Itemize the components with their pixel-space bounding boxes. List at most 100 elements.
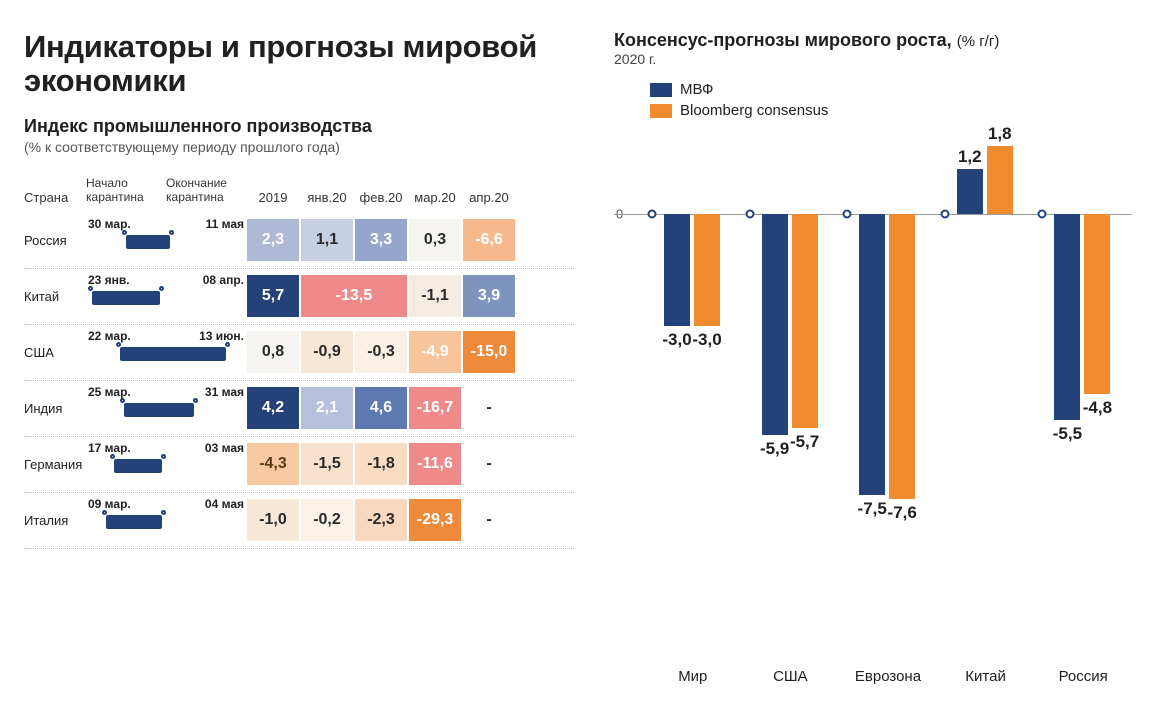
table-row: Италия09 мар.04 мая-1,0-0,2-2,3-29,3-: [24, 493, 574, 549]
value-label: -5,7: [790, 432, 819, 452]
q-start: 22 мар.: [86, 329, 133, 343]
country-label: Индия: [24, 401, 86, 416]
axis-dot-icon: [745, 209, 754, 218]
heat-cell: -1,5: [300, 442, 354, 486]
bar-bloomberg: [1084, 214, 1110, 394]
heat-cell: 1,1: [300, 218, 354, 262]
value-label: -7,5: [858, 499, 887, 519]
legend-swatch: [650, 83, 672, 97]
country-label: Германия: [24, 457, 86, 472]
bar-imf: [957, 169, 983, 214]
quarantine-bar: [114, 459, 162, 473]
country-label: Китай: [24, 289, 86, 304]
cells: -4,3-1,5-1,8-11,6-: [246, 442, 516, 486]
left-note: (% к соответствующему периоду прошлого г…: [24, 139, 574, 155]
pin-icon: [161, 510, 166, 515]
heat-cell: 4,6: [354, 386, 408, 430]
cells: 0,8-0,9-0,3-4,9-15,0: [246, 330, 516, 374]
legend-item: МВФ: [650, 81, 1132, 98]
heat-cell: -11,6: [408, 442, 462, 486]
value-label: -5,5: [1053, 424, 1082, 444]
heat-cell: 0,3: [408, 218, 462, 262]
quarantine-range: 17 мар.03 мая: [86, 456, 246, 473]
q-end: 11 мая: [204, 217, 246, 231]
heat-cell: -2,3: [354, 498, 408, 542]
heat-cell: -: [462, 498, 516, 542]
heat-cell: -0,2: [300, 498, 354, 542]
table-row: США22 мар. 13 июн.0,8-0,9-0,3-4,9-15,0: [24, 325, 574, 381]
legend: МВФ Bloomberg consensus: [650, 81, 1132, 119]
heat-cell: -1,0: [246, 498, 300, 542]
chart-group: -5,9-5,7США: [742, 131, 840, 683]
heat-cell: -: [462, 386, 516, 430]
legend-item: Bloomberg consensus: [650, 102, 1132, 119]
cells: 5,7-13,5-1,13,9: [246, 274, 516, 318]
quarantine-bar: [126, 235, 170, 249]
country-label: Россия: [24, 233, 86, 248]
q-start: 09 мар.: [86, 497, 133, 511]
category-label: Россия: [1034, 668, 1132, 685]
cells: 2,31,13,30,3-6,6: [246, 218, 516, 262]
bar-imf: [1054, 214, 1080, 421]
quarantine-range: 23 янв.08 апр.: [86, 288, 246, 305]
q-end: 03 мая: [203, 441, 246, 455]
axis-dot-icon: [1038, 209, 1047, 218]
table-row: Китай23 янв.08 апр.5,7-13,5-1,13,9: [24, 269, 574, 325]
pin-icon: [102, 510, 107, 515]
value-label: -7,6: [888, 503, 917, 523]
bar-chart: 0 -3,0-3,0Мир-5,9-5,7США-7,5-7,6Еврозона…: [614, 131, 1132, 683]
legend-label: Bloomberg consensus: [680, 102, 828, 119]
axis-dot-icon: [940, 209, 949, 218]
left-subtitle: Индекс промышленного производства: [24, 116, 574, 137]
q-start: 17 мар.: [86, 441, 133, 455]
table-row: Россия30 мар.11 мая2,31,13,30,3-6,6: [24, 213, 574, 269]
value-label: 1,8: [988, 124, 1012, 144]
heat-cell: -: [462, 442, 516, 486]
quarantine-range: 30 мар.11 мая: [86, 232, 246, 249]
heat-cell: 0,8: [246, 330, 300, 374]
head-col: янв.20: [300, 190, 354, 205]
pin-icon: [193, 398, 198, 403]
legend-swatch: [650, 104, 672, 118]
chart-group: 1,21,8Китай: [937, 131, 1035, 683]
heat-cell: 2,3: [246, 218, 300, 262]
chart-group: -5,5-4,8Россия: [1034, 131, 1132, 683]
table-head: Страна Начало карантина Окончание карант…: [24, 177, 574, 213]
heat-cell: -0,3: [354, 330, 408, 374]
value-label: -5,9: [760, 439, 789, 459]
quarantine-range: 09 мар.04 мая: [86, 512, 246, 529]
heatmap-table: Страна Начало карантина Окончание карант…: [24, 177, 574, 549]
chart-group: -7,5-7,6Еврозона: [839, 131, 937, 683]
head-qstart: Начало карантина: [86, 177, 166, 205]
pin-icon: [169, 230, 174, 235]
cells: 4,22,14,6-16,7-: [246, 386, 516, 430]
chart-group: -3,0-3,0Мир: [644, 131, 742, 683]
left-panel: Индикаторы и прогнозы мировой экономики …: [24, 30, 574, 683]
heat-cell: -15,0: [462, 330, 516, 374]
head-col: апр.20: [462, 190, 516, 205]
heat-cell: -29,3: [408, 498, 462, 542]
head-qend: Окончание карантина: [166, 177, 246, 205]
heat-cell: -6,6: [462, 218, 516, 262]
q-end: 13 июн.: [197, 329, 246, 343]
bar-bloomberg: [987, 146, 1013, 214]
table-row: Германия17 мар.03 мая-4,3-1,5-1,8-11,6-: [24, 437, 574, 493]
bar-bloomberg: [792, 214, 818, 428]
cells: -1,0-0,2-2,3-29,3-: [246, 498, 516, 542]
heat-cell: -1,1: [408, 274, 462, 318]
pin-icon: [159, 286, 164, 291]
legend-label: МВФ: [680, 81, 713, 98]
value-label: 1,2: [958, 147, 982, 167]
pin-icon: [122, 230, 127, 235]
pin-icon: [88, 286, 93, 291]
country-label: США: [24, 345, 86, 360]
country-label: Италия: [24, 513, 86, 528]
q-start: 23 янв.: [86, 273, 132, 287]
heat-cell: 5,7: [246, 274, 300, 318]
category-label: Китай: [937, 668, 1035, 685]
axis-dot-icon: [648, 209, 657, 218]
bar-bloomberg: [694, 214, 720, 327]
heat-cell: -1,8: [354, 442, 408, 486]
heat-cell: 2,1: [300, 386, 354, 430]
right-panel: Консенсус-прогнозы мирового роста, (% г/…: [614, 30, 1132, 683]
